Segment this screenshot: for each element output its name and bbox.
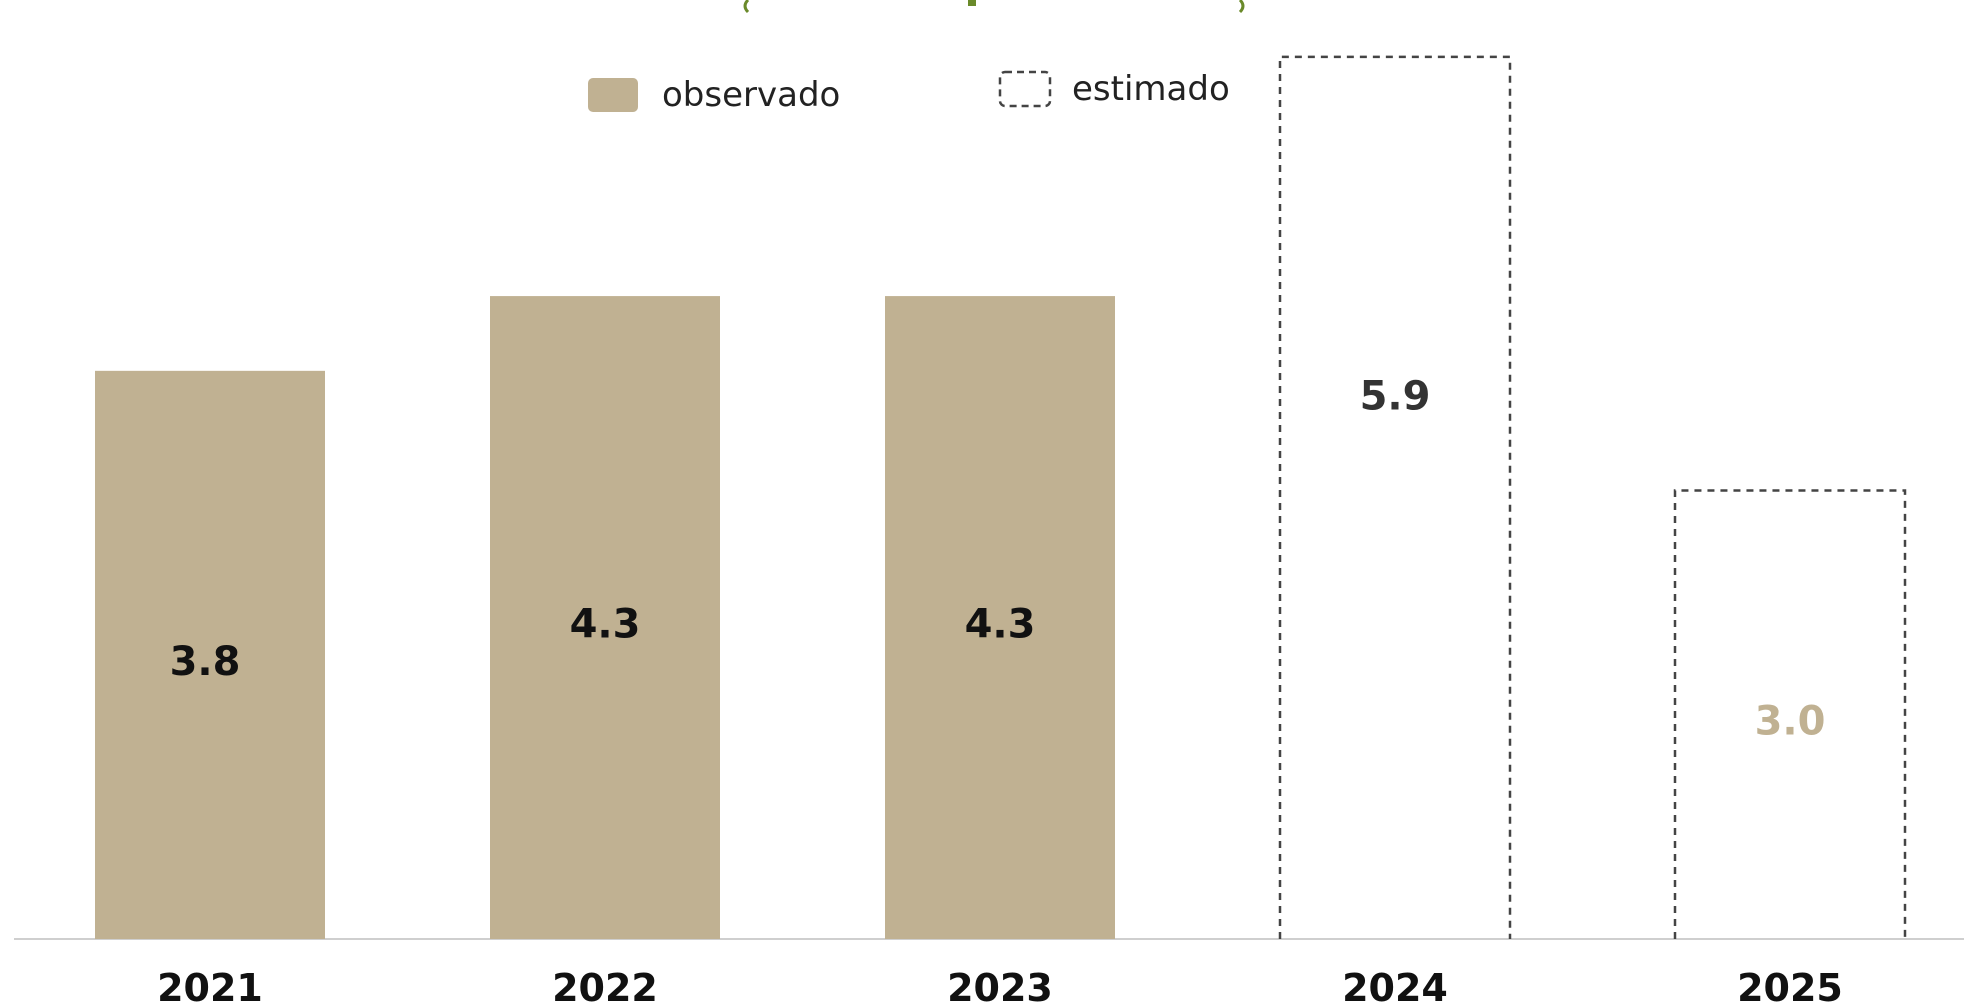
bars <box>95 55 1907 939</box>
bar-2025 <box>1673 489 1907 939</box>
legend-swatch-estimado <box>998 70 1052 108</box>
data-label-2024: 5.9 <box>1360 374 1431 420</box>
legend: observado estimado <box>588 69 1230 115</box>
bar-2024 <box>1278 55 1512 939</box>
x-tick-2025: 2025 <box>1737 966 1843 1008</box>
data-labels: 3.8 4.3 4.3 5.9 3.0 <box>170 374 1826 745</box>
title-fragment <box>743 0 1245 14</box>
bar-2022 <box>490 296 720 939</box>
x-axis-ticks: 2021 2022 2023 2024 2025 <box>157 966 1843 1008</box>
legend-item-observado: observado <box>588 75 840 115</box>
x-tick-2024: 2024 <box>1342 966 1448 1008</box>
legend-swatch-observado <box>588 78 638 112</box>
legend-label-observado: observado <box>662 75 840 115</box>
data-label-2023: 4.3 <box>965 602 1036 648</box>
data-label-2021: 3.8 <box>170 639 241 685</box>
x-tick-2023: 2023 <box>947 966 1053 1008</box>
data-label-2022: 4.3 <box>570 602 641 648</box>
legend-item-estimado: estimado <box>998 69 1230 109</box>
bar-2021 <box>95 370 325 939</box>
legend-label-estimado: estimado <box>1072 69 1230 109</box>
bar-2023 <box>885 296 1115 939</box>
data-label-2025: 3.0 <box>1755 699 1826 745</box>
x-tick-2021: 2021 <box>157 966 263 1008</box>
x-tick-2022: 2022 <box>552 966 658 1008</box>
